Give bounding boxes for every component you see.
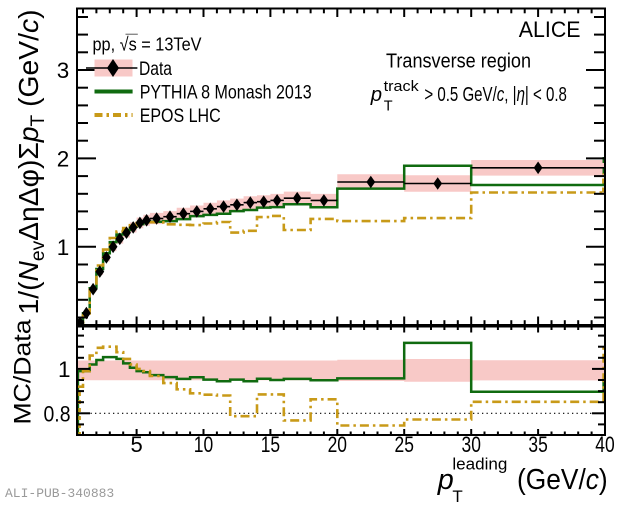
svg-text:30: 30 <box>462 432 481 457</box>
svg-text:> 0.5 GeV/c, |η| < 0.8: > 0.5 GeV/c, |η| < 0.8 <box>424 84 566 106</box>
svg-text:ALI-PUB-340883: ALI-PUB-340883 <box>5 486 114 501</box>
svg-text:5: 5 <box>130 432 142 457</box>
svg-text:p: p <box>437 464 454 496</box>
svg-text:1: 1 <box>57 235 70 260</box>
svg-text:3: 3 <box>57 58 70 83</box>
svg-text:1: 1 <box>58 357 71 382</box>
svg-text:2: 2 <box>57 147 70 172</box>
svg-text:leading: leading <box>452 454 507 473</box>
svg-text:pp, √s = 13TeV: pp, √s = 13TeV <box>93 33 202 54</box>
svg-text:Data: Data <box>139 59 172 80</box>
svg-text:20: 20 <box>328 432 347 457</box>
svg-text:T: T <box>452 487 462 504</box>
svg-text:35: 35 <box>528 432 547 457</box>
svg-text:40: 40 <box>595 432 614 457</box>
svg-text:T: T <box>384 99 393 115</box>
svg-text:track: track <box>384 79 420 95</box>
svg-text:ALICE: ALICE <box>519 17 581 42</box>
svg-text:p: p <box>370 84 382 106</box>
svg-text:0.8: 0.8 <box>44 402 71 427</box>
svg-text:EPOS LHC: EPOS LHC <box>140 105 221 127</box>
svg-text:PYTHIA 8 Monash 2013: PYTHIA 8 Monash 2013 <box>140 81 312 103</box>
svg-text:1/(NevΔηΔφ)ΣpT (GeV/c): 1/(NevΔηΔφ)ΣpT (GeV/c) <box>13 10 49 315</box>
svg-text:(GeV/c): (GeV/c) <box>517 464 608 496</box>
svg-text:Transverse region: Transverse region <box>386 49 531 72</box>
svg-text:10: 10 <box>194 432 213 457</box>
svg-text:25: 25 <box>395 432 414 457</box>
svg-text:MC/Data: MC/Data <box>10 319 37 425</box>
svg-text:15: 15 <box>261 432 280 457</box>
